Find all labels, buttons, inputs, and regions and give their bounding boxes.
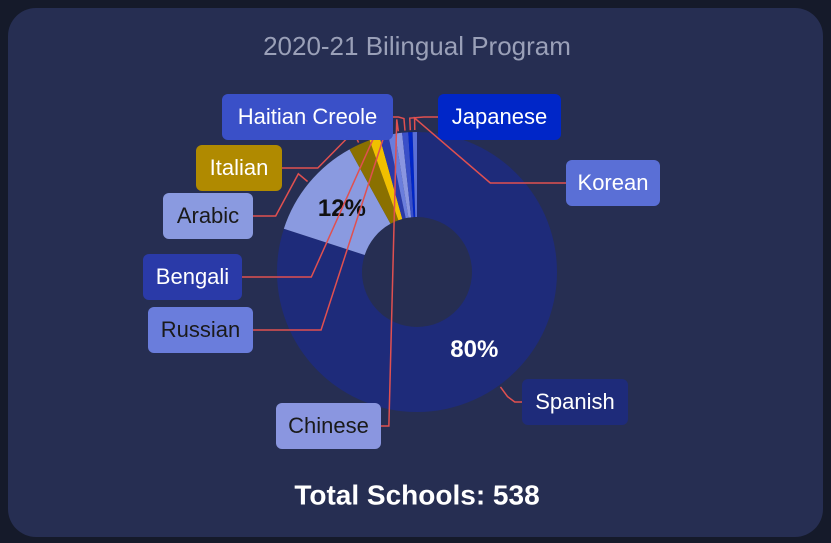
label-box <box>196 145 282 191</box>
pie-slice <box>349 140 399 224</box>
label-box <box>143 254 242 300</box>
pie-slice <box>402 132 414 218</box>
category-label: Russian <box>161 317 240 342</box>
pie-slice <box>388 133 409 219</box>
category-label: Arabic <box>177 203 239 228</box>
label-box <box>148 307 253 353</box>
pie-slice <box>408 132 416 218</box>
leader-line <box>393 116 406 131</box>
category-label: Japanese <box>452 104 547 129</box>
pie-slice <box>412 132 417 218</box>
total-label: Total Schools: 538 <box>294 479 539 510</box>
leader-line <box>413 116 566 184</box>
category-label: Italian <box>210 155 269 180</box>
card <box>8 8 823 537</box>
data-label: 80% <box>450 336 498 363</box>
category-label: Korean <box>578 170 649 195</box>
leader-line <box>253 172 309 217</box>
category-label: Spanish <box>535 389 615 414</box>
category-label: Bengali <box>156 264 229 289</box>
label-box <box>438 94 561 140</box>
pie-slice <box>379 134 406 219</box>
chart-title: 2020-21 Bilingual Program <box>263 31 571 61</box>
label-box <box>276 403 381 449</box>
leader-line <box>499 386 522 403</box>
label-box <box>522 379 628 425</box>
leader-line <box>381 119 400 427</box>
label-box <box>163 193 253 239</box>
label-box <box>566 160 660 206</box>
leader-line <box>408 116 438 131</box>
pie-slice <box>283 149 391 256</box>
pie-slice <box>277 132 557 412</box>
category-label: Haitian Creole <box>238 104 377 129</box>
label-box <box>222 94 393 140</box>
category-label: Chinese <box>288 413 369 438</box>
pie-slice <box>395 132 412 218</box>
